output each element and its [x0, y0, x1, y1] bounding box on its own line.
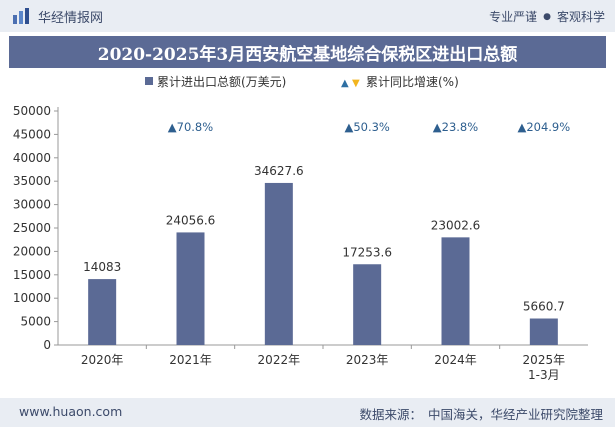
bar [529, 318, 558, 345]
bar [88, 279, 117, 345]
top-bar: 华经情报网 专业严谨 ● 客观科学 [0, 0, 615, 32]
chart-title: 2020-2025年3月西安航空基地综合保税区进出口总额 [97, 44, 518, 65]
legend-bar-label: 累计进出口总额(万美元) [157, 75, 286, 89]
bar-value-label: 24056.6 [166, 213, 216, 227]
x-tick-label: 2020年 [81, 353, 124, 367]
chart: 累计进出口总额(万美元) ▲ ▼ 累计同比增速(%) 0 5000 10000 15000 20… [13, 75, 588, 382]
y-tick-label: 25000 [13, 221, 51, 235]
y-tick-label: 35000 [13, 174, 51, 188]
brand-name: 华经情报网 [38, 10, 104, 26]
bar-value-label: 5660.7 [523, 300, 565, 314]
x-tick-label: 2022年 [258, 353, 301, 367]
x-tick-label: 2023年 [346, 353, 389, 367]
footer-bar: www.huaon.com 数据来源： 中国海关，华经产业研究院整理 [0, 398, 615, 427]
brand-logo-icon [13, 8, 29, 24]
legend-down-triangle-icon: ▼ [352, 78, 360, 89]
brand: 华经情报网 [12, 7, 104, 26]
footer-url[interactable]: www.huaon.com [19, 404, 123, 419]
y-tick-label: 45000 [13, 127, 51, 141]
y-tick-label: 30000 [13, 198, 51, 212]
legend-growth-label: 累计同比增速(%) [366, 75, 459, 89]
source-text: 中国海关，华经产业研究院整理 [427, 407, 603, 422]
bullet-icon: ● [543, 11, 551, 22]
bar [353, 264, 382, 345]
growth-label: ▲50.3% [344, 120, 389, 134]
y-tick-label: 0 [43, 338, 51, 352]
x-tick-label: 2025年 [523, 353, 566, 367]
y-tick-label: 15000 [13, 268, 51, 282]
legend-bar-swatch [145, 77, 153, 85]
bar-value-label: 14083 [83, 260, 121, 274]
tagline: 专业严谨 ● 客观科学 [489, 8, 605, 25]
y-tick-label: 40000 [13, 151, 51, 165]
footer-source: 数据来源： 中国海关，华经产业研究院整理 [359, 404, 603, 423]
bar [264, 182, 293, 345]
y-tick-label: 5000 [20, 315, 51, 329]
y-tick-label: 50000 [13, 104, 51, 118]
bar [176, 232, 205, 345]
growth-label: ▲23.8% [433, 120, 478, 134]
x-tick-label: 2024年 [434, 353, 477, 367]
growth-label: ▲70.8% [168, 120, 213, 134]
growth-label: ▲204.9% [517, 120, 570, 134]
bar-value-label: 34627.6 [254, 164, 304, 178]
x-tick-label: 1-3月 [528, 368, 560, 382]
bar-value-label: 23002.6 [431, 218, 481, 232]
y-tick-label: 20000 [13, 244, 51, 258]
bar [441, 237, 470, 345]
bar-value-label: 17253.6 [342, 245, 392, 259]
tagline-left: 专业严谨 [489, 10, 538, 24]
y-tick-label: 10000 [13, 291, 51, 305]
title-bar: 2020-2025年3月西安航空基地综合保税区进出口总额 [9, 36, 606, 68]
x-tick-label: 2021年 [169, 353, 212, 367]
tagline-right: 客观科学 [556, 10, 605, 24]
legend-up-triangle-icon: ▲ [341, 78, 349, 89]
source-label: 数据来源： [359, 407, 422, 422]
